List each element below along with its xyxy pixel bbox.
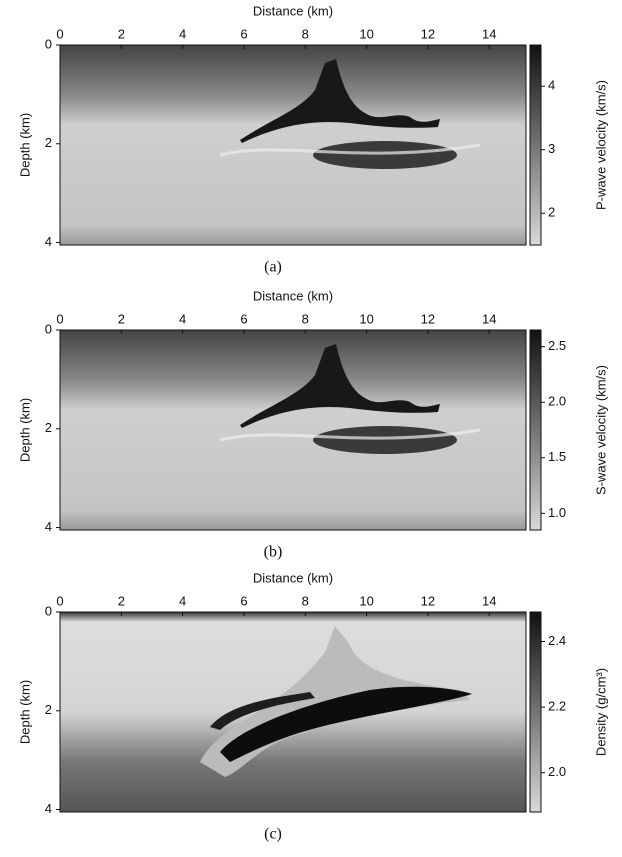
x-tick-label: 8	[302, 593, 309, 608]
image-background	[60, 330, 526, 530]
caption: (c)	[264, 826, 282, 843]
x-tick-label: 6	[240, 593, 247, 608]
y-tick-label: 0	[45, 603, 52, 618]
colorbar-tick-label: 2.0	[548, 394, 566, 409]
salt-arm	[210, 692, 315, 730]
colorbar-tick-label: 4	[548, 78, 555, 93]
x-tick-label: 4	[179, 26, 186, 41]
y-tick-label: 4	[45, 519, 52, 534]
salt-body	[240, 344, 440, 428]
colorbar	[529, 44, 542, 246]
x-axis-label: Distance (km)	[253, 570, 333, 585]
sediment-body	[313, 426, 457, 454]
x-tick-label: 10	[359, 593, 373, 608]
colorbar-tick-label: 1.5	[548, 449, 566, 464]
x-tick-label: 6	[240, 26, 247, 41]
colorbar	[529, 611, 542, 813]
y-tick-label: 2	[45, 702, 52, 717]
sediment-body	[313, 141, 457, 169]
heatmap-image	[60, 612, 526, 812]
colorbar-label: Density (g/cm³)	[593, 668, 608, 756]
colorbar-label: P-wave velocity (km/s)	[593, 80, 608, 210]
plot-frame	[59, 44, 527, 246]
salt-body	[220, 686, 472, 762]
y-tick-label: 0	[45, 36, 52, 51]
x-tick-label: 4	[179, 311, 186, 326]
x-tick-label: 0	[56, 26, 63, 41]
colorbar-tick-label: 2.0	[548, 764, 566, 779]
colorbar-label: S-wave velocity (km/s)	[593, 365, 608, 495]
y-axis-label: Depth (km)	[17, 398, 32, 462]
caption: (b)	[264, 544, 283, 561]
y-tick-label: 4	[45, 234, 52, 249]
x-tick-label: 2	[118, 311, 125, 326]
y-tick-label: 0	[45, 321, 52, 336]
x-tick-label: 2	[118, 593, 125, 608]
x-tick-label: 8	[302, 26, 309, 41]
x-axis-label: Distance (km)	[253, 288, 333, 303]
colorbar-tick-label: 3	[548, 141, 555, 156]
y-tick-label: 2	[45, 420, 52, 435]
y-tick-label: 2	[45, 135, 52, 150]
y-axis-label: Depth (km)	[17, 680, 32, 744]
x-tick-label: 8	[302, 311, 309, 326]
x-tick-label: 14	[482, 311, 496, 326]
x-tick-label: 6	[240, 311, 247, 326]
plot-frame	[59, 611, 527, 813]
x-tick-label: 14	[482, 26, 496, 41]
bright-streak	[219, 143, 481, 157]
x-tick-label: 0	[56, 593, 63, 608]
x-tick-label: 12	[421, 593, 435, 608]
y-axis-label: Depth (km)	[17, 113, 32, 177]
colorbar-tick-label: 1.0	[548, 505, 566, 520]
x-tick-label: 10	[359, 311, 373, 326]
colorbar	[529, 329, 542, 531]
y-tick-label: 4	[45, 801, 52, 816]
salt-body	[240, 59, 440, 143]
x-tick-label: 12	[421, 26, 435, 41]
x-tick-label: 0	[56, 311, 63, 326]
x-tick-label: 4	[179, 593, 186, 608]
x-tick-label: 2	[118, 26, 125, 41]
image-background	[60, 45, 526, 245]
colorbar-tick-label: 2.5	[548, 338, 566, 353]
x-tick-label: 12	[421, 311, 435, 326]
bright-streak	[219, 428, 481, 442]
colorbar-tick-label: 2.2	[548, 699, 566, 714]
plot-frame	[59, 329, 527, 531]
caption: (a)	[264, 259, 282, 276]
heatmap-image	[60, 45, 526, 245]
colorbar-tick-label: 2.4	[548, 633, 566, 648]
heatmap-image	[60, 330, 526, 530]
x-tick-label: 14	[482, 593, 496, 608]
x-tick-label: 10	[359, 26, 373, 41]
colorbar-tick-label: 2	[548, 205, 555, 220]
x-axis-label: Distance (km)	[253, 3, 333, 18]
